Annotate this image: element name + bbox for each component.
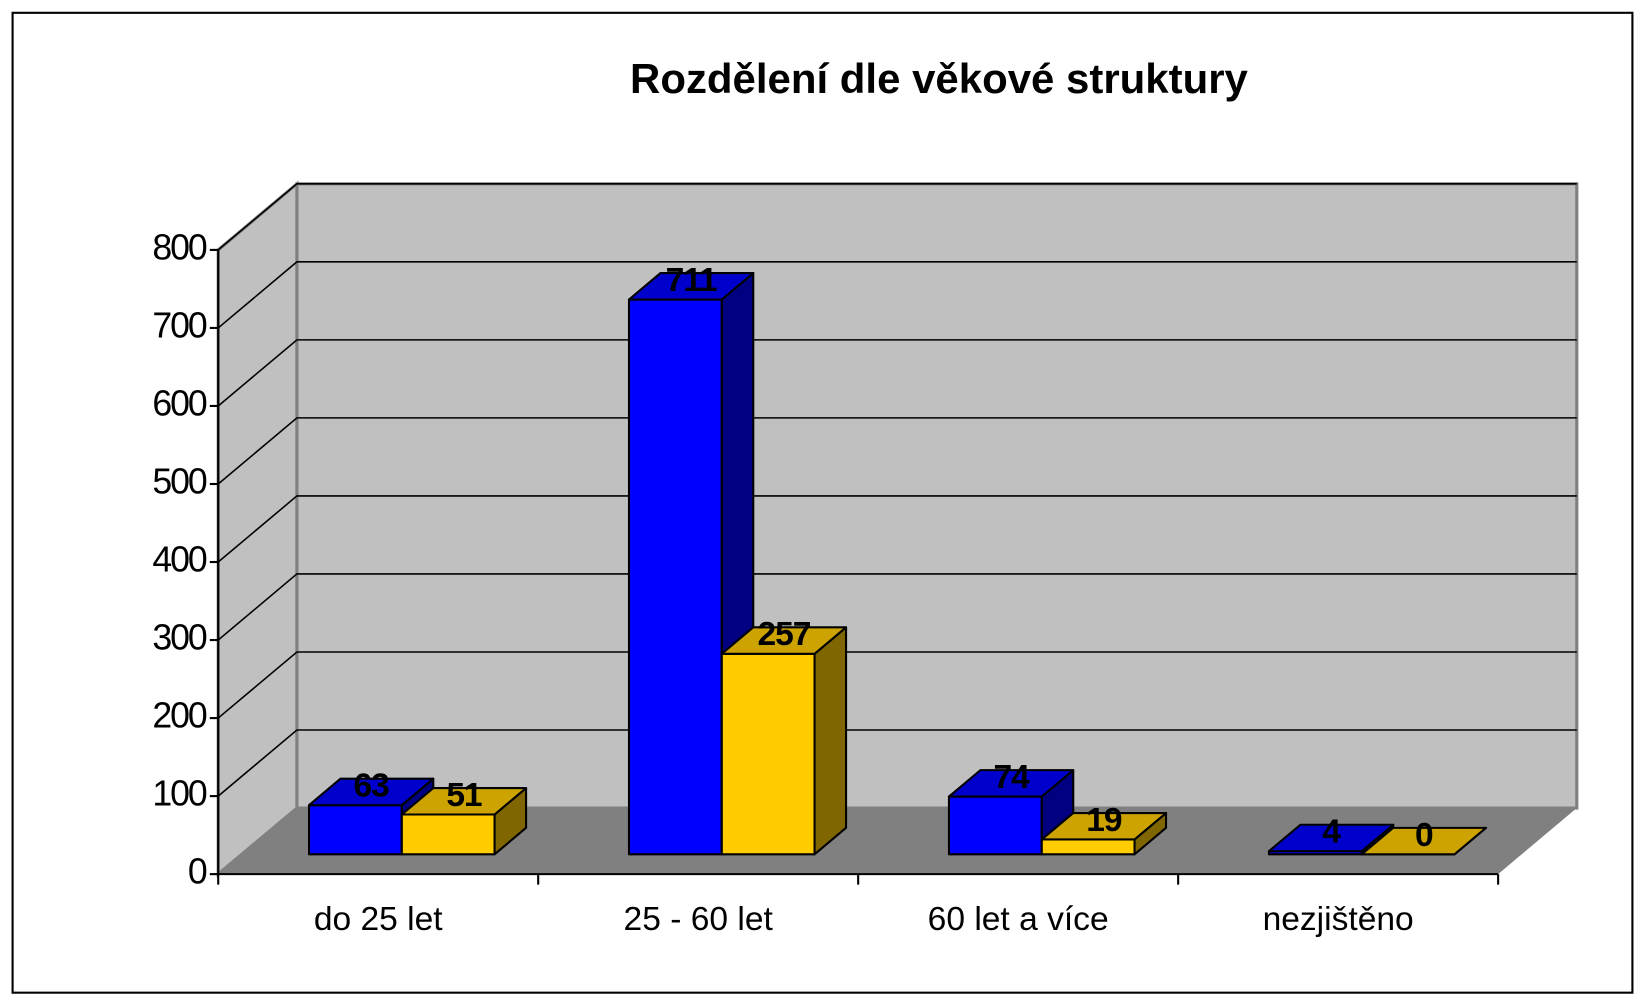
grid-line (217, 495, 1577, 563)
data-label: 19 (1086, 802, 1122, 839)
data-label: 711 (666, 262, 717, 299)
bar-top (627, 272, 755, 301)
bar-front (720, 652, 816, 856)
bar-top (307, 777, 435, 807)
y-tick-label: 600 (152, 383, 206, 423)
bar-front (947, 795, 1043, 856)
floor (218, 808, 1577, 875)
y-tick-label: 0 (188, 852, 207, 892)
bar-top (720, 626, 848, 655)
y-tick-label: 500 (152, 461, 206, 501)
bar-top (1267, 823, 1395, 853)
grid-line (217, 573, 1577, 641)
bar-front (400, 813, 496, 856)
grid-line (217, 651, 1577, 719)
y-tick-label: 300 (152, 617, 206, 657)
y-tick-label: 200 (152, 695, 206, 735)
x-tick-label: nezjištěno (1263, 901, 1414, 938)
bar-front (307, 804, 403, 856)
data-label: 74 (993, 759, 1030, 796)
bar-top (400, 787, 528, 816)
data-label: 63 (354, 768, 390, 805)
chart-title: Rozdělení dle věkové struktury (630, 55, 1249, 102)
x-tick-label: do 25 let (314, 901, 443, 938)
data-label: 257 (757, 616, 810, 653)
y-tick-label: 100 (152, 774, 206, 814)
grid-line (217, 729, 1577, 797)
grid-line (217, 261, 1577, 329)
bar-side (813, 626, 848, 856)
data-label: 51 (446, 777, 482, 814)
x-tick-label: 25 - 60 let (624, 901, 774, 938)
bar-top (947, 769, 1075, 798)
grid-line (217, 339, 1577, 407)
y-tick-label: 800 (152, 227, 206, 267)
grid-line (217, 417, 1577, 485)
bar-top (1360, 826, 1488, 856)
bar-front (1040, 838, 1136, 856)
data-label: 0 (1415, 817, 1433, 854)
y-tick-label: 700 (152, 305, 206, 345)
bar-top (1040, 811, 1168, 841)
bar-front (627, 298, 723, 856)
x-tick-label: 60 let a více (928, 901, 1109, 938)
grid-line (217, 183, 1577, 251)
data-label: 4 (1322, 814, 1341, 851)
y-tick-label: 400 (152, 539, 206, 579)
